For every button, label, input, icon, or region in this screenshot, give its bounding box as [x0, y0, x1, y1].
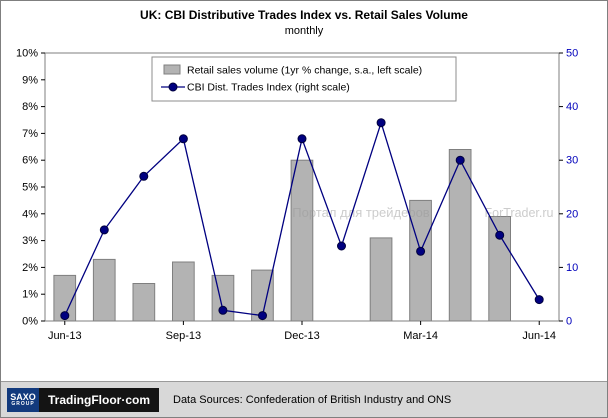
bar: [488, 216, 511, 322]
x-axis-label: Jun-13: [48, 330, 82, 342]
legend-bar-label: Retail sales volume (1yr % change, s.a.,…: [187, 65, 422, 77]
watermark: Портал для трейдеров ForTrader.ru: [292, 205, 553, 220]
x-axis-label: Mar-14: [403, 330, 438, 342]
bar: [251, 269, 274, 322]
saxo-group-logo: SAXO GROUP: [7, 387, 39, 412]
right-axis-label: 30: [566, 155, 578, 167]
x-axis-label: Jun-14: [522, 330, 556, 342]
left-axis-label: 8%: [22, 101, 38, 113]
data-point-marker: [139, 171, 149, 181]
tradingfloor-logo-text: TradingFloor·com: [48, 392, 150, 407]
left-axis-label: 6%: [22, 155, 38, 167]
left-axis-label: 1%: [22, 289, 38, 301]
right-axis-label: 0: [566, 316, 572, 328]
chart-canvas: Портал для трейдеров ForTrader.ru 0% 1% 2%…: [16, 48, 578, 343]
right-axis-label: 50: [566, 48, 578, 60]
legend-box: [151, 56, 457, 102]
data-point-marker: [376, 118, 386, 128]
data-point-marker: [455, 155, 465, 165]
axes: 0% 1% 2% 3% 4% 5% 6% 7% 8% 9% 10% 0 10 20 30 40 50 Jun-13…: [16, 48, 578, 343]
data-point-marker: [178, 134, 188, 144]
bar-series: [53, 149, 511, 322]
data-point-marker: [218, 305, 228, 315]
bar: [92, 258, 116, 322]
bar: [290, 159, 314, 322]
saxo-logo-text: SAXO: [10, 391, 36, 402]
watermark-site: ForTrader.ru: [484, 206, 553, 220]
legend-line-label: CBI Dist. Trades Index (right scale): [187, 82, 350, 94]
chart-title: UK: CBI Distributive Trades Index vs. Re…: [140, 8, 468, 22]
legend-bar-swatch: [163, 64, 181, 75]
data-point-marker: [297, 134, 307, 144]
tradingfloor-logo: TradingFloor·com: [39, 387, 159, 412]
data-point-marker: [495, 230, 505, 240]
line-series: [60, 118, 544, 321]
right-axis-label: 20: [566, 208, 578, 220]
right-axis-label: 40: [566, 101, 578, 113]
legend: Retail sales volume (1yr % change, s.a.,…: [151, 56, 457, 102]
left-axis-label: 9%: [22, 74, 38, 86]
data-point-marker: [258, 311, 267, 321]
left-axis-label: 4%: [22, 208, 38, 220]
logo-group: SAXO GROUP TradingFloor·com: [7, 387, 159, 412]
left-axis-label: 2%: [22, 262, 38, 274]
bar: [132, 283, 156, 322]
bar: [172, 261, 195, 322]
chart-subtitle: monthly: [284, 25, 324, 37]
data-sources-text: Data Sources: Confederation of British I…: [173, 393, 452, 406]
left-axis-label: 7%: [22, 128, 38, 140]
saxo-logo-subtext: GROUP: [11, 400, 35, 407]
data-point-marker: [99, 225, 109, 235]
right-axis-label: 10: [566, 262, 578, 274]
data-point-marker: [60, 311, 70, 321]
left-axis-label: 10%: [16, 48, 38, 60]
x-axis-label: Dec-13: [284, 330, 319, 342]
left-axis-label: 0%: [22, 316, 38, 328]
legend-line-marker: [168, 82, 178, 92]
bar: [448, 149, 472, 322]
data-point-marker: [337, 241, 346, 251]
data-point-marker: [416, 246, 426, 256]
x-axis-label: Sep-13: [166, 330, 201, 342]
bar: [369, 237, 393, 322]
data-point-marker: [534, 295, 544, 305]
left-axis-label: 5%: [22, 182, 38, 194]
left-axis-label: 3%: [22, 235, 38, 247]
watermark-text: Портал для трейдеров: [292, 205, 430, 220]
footer: SAXO GROUP TradingFloor·com Data Sources…: [1, 381, 607, 417]
